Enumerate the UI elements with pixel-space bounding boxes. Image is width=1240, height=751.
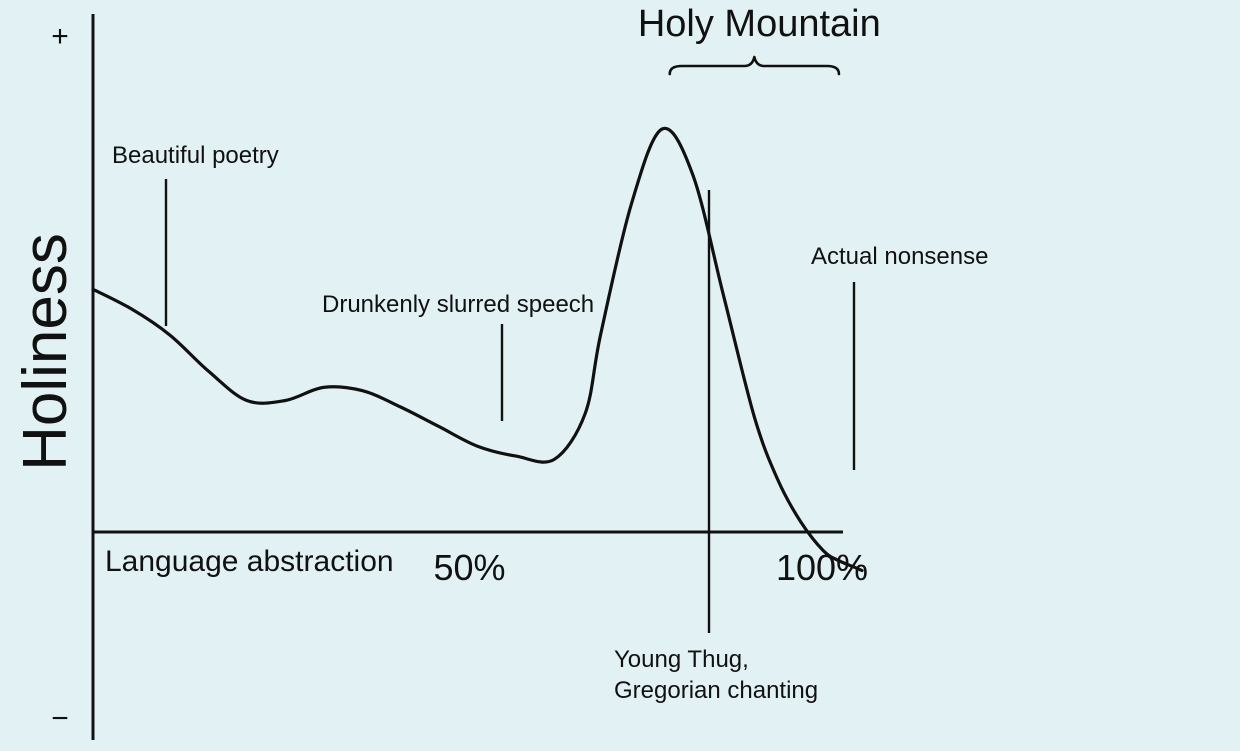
x-axis-title: Language abstraction	[105, 545, 394, 578]
annotation-label: Young Thug, Gregorian chanting	[614, 646, 818, 704]
holy-mountain-bracket: Holy Mountain	[638, 3, 881, 76]
annotation-label: Actual nonsense	[811, 243, 988, 270]
x-tick-label: 50%	[433, 547, 505, 588]
curly-brace	[668, 55, 841, 76]
annotations: Beautiful poetry Drunkenly slurred speech…	[112, 142, 988, 704]
y-plus-label: +	[51, 20, 69, 53]
y-axis-title: Holiness	[11, 233, 80, 471]
x-tick-label: 100%	[776, 547, 868, 588]
x-tick-labels: 50% 100%	[433, 547, 868, 588]
bracket-label: Holy Mountain	[638, 3, 881, 45]
y-minus-label: −	[51, 702, 69, 735]
annotation-label: Beautiful poetry	[112, 142, 279, 169]
annotation-label: Drunkenly slurred speech	[322, 291, 594, 318]
holiness-curve	[91, 126, 864, 573]
